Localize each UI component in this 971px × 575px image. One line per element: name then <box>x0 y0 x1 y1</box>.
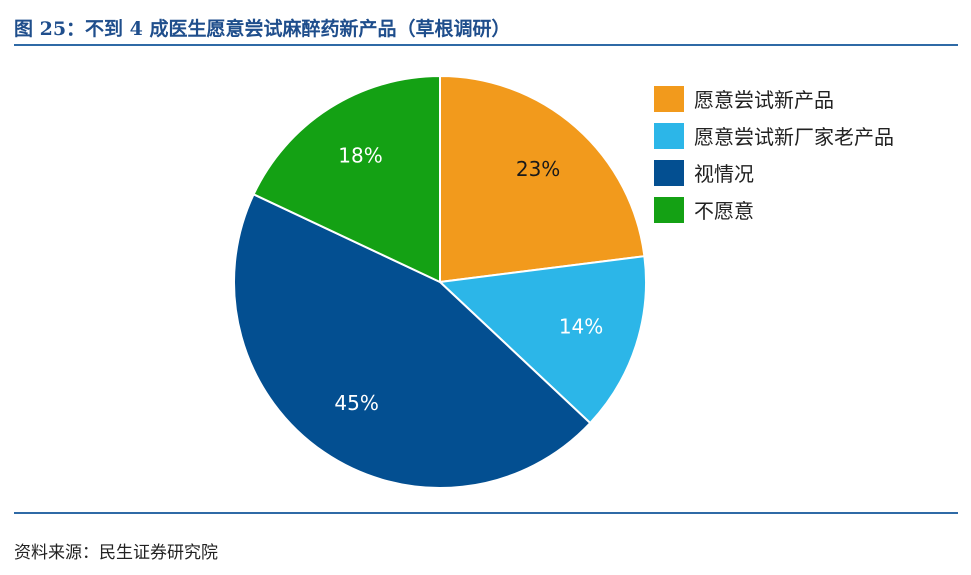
legend-swatch <box>654 159 684 186</box>
legend-item-2: 愿意尝试新厂家老产品 <box>654 117 894 154</box>
pie-label-1: 23% <box>516 157 560 181</box>
figure-title: 图 25：不到 4 成医生愿意尝试麻醉药新产品（草根调研） <box>14 18 511 40</box>
legend-swatch <box>654 122 684 149</box>
pie-slice-4 <box>252 74 441 284</box>
legend-swatch <box>654 85 684 112</box>
pie-label-4: 18% <box>338 143 382 167</box>
legend-item-3: 视情况 <box>654 154 894 191</box>
legend-label: 不愿意 <box>694 199 754 223</box>
pie-slice-2 <box>437 255 647 425</box>
legend-item-4: 不愿意 <box>654 191 894 228</box>
source-note: 资料来源：民生证券研究院 <box>14 543 218 563</box>
title-divider <box>14 44 958 46</box>
pie-label-3: 45% <box>334 391 378 415</box>
legend-label: 愿意尝试新厂家老产品 <box>694 125 894 149</box>
legend-swatch <box>654 196 684 223</box>
source-divider <box>14 512 958 514</box>
pie-label-2: 14% <box>559 314 603 338</box>
pie-slice-1 <box>439 74 646 284</box>
pie-slice-3 <box>233 192 592 489</box>
legend-label: 愿意尝试新产品 <box>694 88 834 112</box>
chart-legend: 愿意尝试新产品愿意尝试新厂家老产品 视情况不愿意 <box>654 80 894 228</box>
legend-item-1: 愿意尝试新产品 <box>654 80 894 117</box>
legend-label: 视情况 <box>694 162 754 186</box>
